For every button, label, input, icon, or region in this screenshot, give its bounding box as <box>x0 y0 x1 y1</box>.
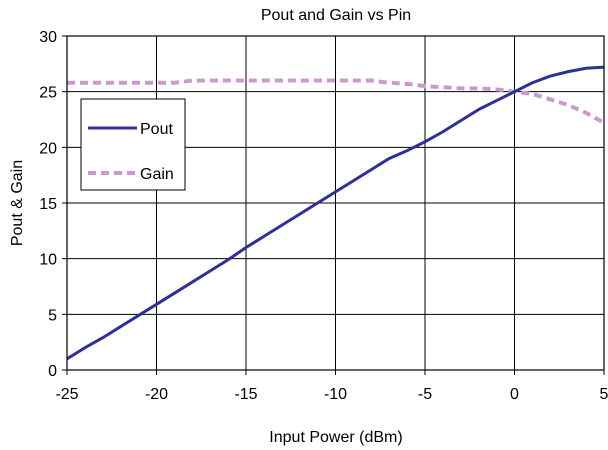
x-tick-label: -5 <box>418 386 432 403</box>
x-tick-label: -20 <box>145 386 168 403</box>
x-tick-label: 5 <box>600 386 608 403</box>
x-tick-label: -10 <box>324 386 347 403</box>
chart-title: Pout and Gain vs Pin <box>261 7 411 24</box>
y-tick-label: 0 <box>48 363 57 380</box>
x-axis-title: Input Power (dBm) <box>269 429 402 446</box>
y-tick-label: 25 <box>39 85 57 102</box>
x-axis-ticks: -25 -20 -15 -10 -5 0 5 <box>55 370 608 403</box>
series-layer <box>66 65 605 361</box>
y-tick-label: 30 <box>39 29 57 46</box>
legend: Pout Gain <box>80 98 186 191</box>
x-tick-label: 0 <box>510 386 519 403</box>
series-line-pout <box>66 65 605 361</box>
legend-label-gain: Gain <box>140 166 174 183</box>
y-axis-ticks: 0 5 10 15 20 25 30 <box>39 29 67 380</box>
x-tick-label: -15 <box>234 386 257 403</box>
x-tick-label: -25 <box>55 386 78 403</box>
y-tick-label: 5 <box>48 307 57 324</box>
y-tick-label: 15 <box>39 196 57 213</box>
y-axis-title: Pout & Gain <box>9 160 26 246</box>
legend-label-pout: Pout <box>140 121 173 138</box>
y-tick-label: 20 <box>39 140 57 157</box>
y-tick-label: 10 <box>39 252 57 269</box>
